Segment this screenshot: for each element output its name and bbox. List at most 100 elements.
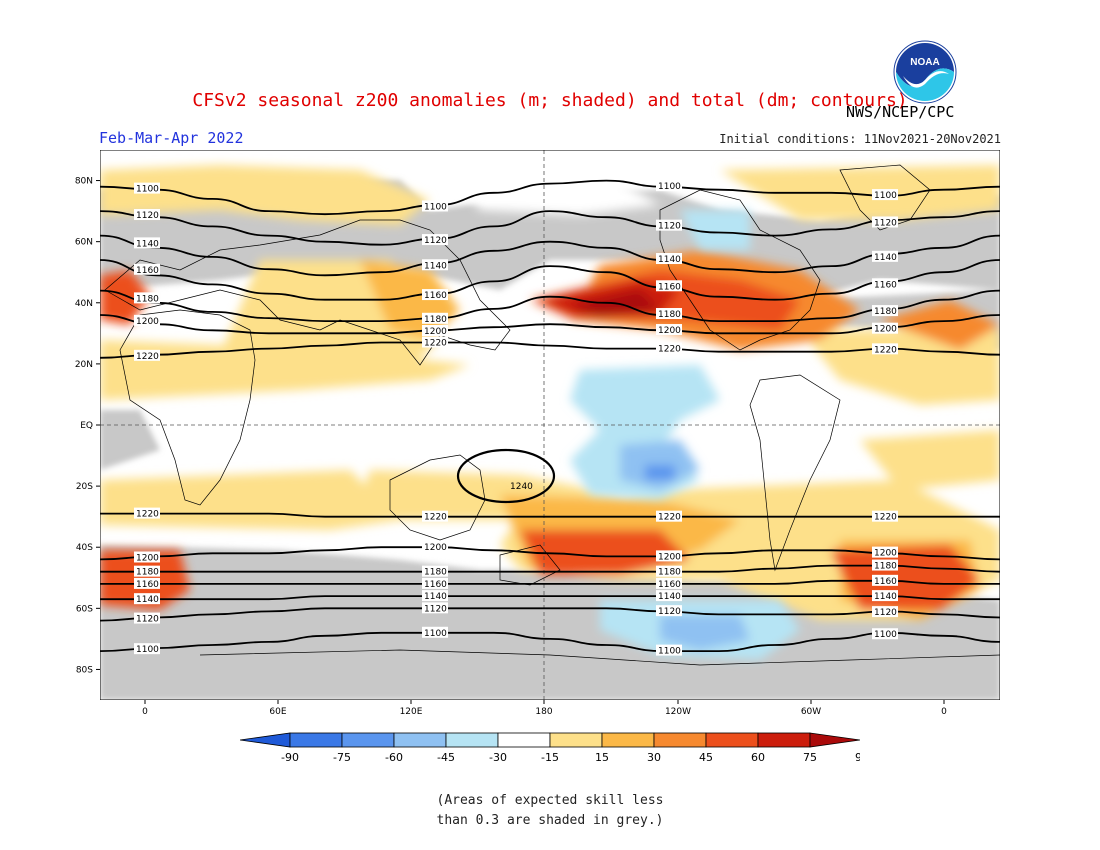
contour-label-bg [422,565,448,577]
contour-label-1140: 1140 [424,261,447,271]
contour-label-bg [872,216,898,228]
skill-note: (Areas of expected skill less than 0.3 a… [436,793,664,828]
colorbar-label: -75 [333,751,351,764]
lat-tick-label: 40N [75,299,93,309]
height-contours: 1100 1100 1100 1100 1120 1120 1120 1120 1140 1140… [100,179,1000,657]
contour-line-1200 [100,314,1000,335]
contour-label-1200: 1200 [136,317,159,327]
lat-tick-label: 60N [75,238,93,248]
contour-label-1160: 1160 [136,580,159,590]
contour-label-bg [656,324,682,336]
coastlines [104,164,1000,666]
colorbar-swatch [549,732,603,748]
contour-label-bg [134,507,160,519]
colorbar-swatch [705,732,759,748]
contour-label-1100: 1100 [136,645,159,655]
contour-label-1220: 1220 [424,513,447,523]
contour-label-bg [656,342,682,354]
contour-label-bg [422,510,448,522]
contour-label-1160: 1160 [658,580,681,590]
colorbar: -90 -75 -60 -45 -30 -15 15 30 45 60 75 90 [240,732,860,764]
contour-label-1220: 1220 [658,345,681,355]
contour-label-1160: 1160 [874,577,897,587]
contour-line-1220 [100,341,1000,359]
lon-tick-label: 60E [269,707,286,717]
contour-label-1120: 1120 [874,218,897,228]
lon-tick-label: 120W [665,707,691,717]
contour-label-bg [656,605,682,617]
colorbar-swatch [497,732,551,748]
contour-label-bg [134,237,160,249]
contour-label-bg [872,189,898,201]
contour-label-bg [422,602,448,614]
contour-label-1180: 1180 [136,294,159,304]
contour-label-1120: 1120 [424,236,447,246]
contour-label-1160: 1160 [658,282,681,292]
colorbar-swatch [240,732,291,748]
contour-label-bg [422,200,448,212]
closed-contour-label: 1240 [510,482,533,492]
contour-label-bg [422,312,448,324]
contour-label-1200: 1200 [874,325,897,335]
contour-label-1220: 1220 [424,339,447,349]
contour-label-bg [422,577,448,589]
contour-label-1120: 1120 [424,604,447,614]
colorbar-label: 15 [595,751,609,764]
contour-label-1180: 1180 [658,568,681,578]
contour-label-bg [872,628,898,640]
colorbar-swatch [289,732,343,748]
contour-label-1140: 1140 [658,255,681,265]
contour-label-1140: 1140 [874,253,897,263]
contour-label-1100: 1100 [874,191,897,201]
lat-tick-label: 20S [76,482,93,492]
contour-label-1140: 1140 [874,592,897,602]
noaa-logo-text: NOAA [910,57,939,68]
contour-label-bg [134,577,160,589]
contour-label-1160: 1160 [136,266,159,276]
contour-label-1160: 1160 [424,291,447,301]
contour-label-1120: 1120 [874,608,897,618]
lon-tick-label: 120E [400,707,423,717]
axis-ticks: 80N 60N 40N 20N EQ 20S 40S 60S 80S 0 60E 120E 180 120… [75,177,947,717]
contour-label-bg [134,349,160,361]
contour-label-bg [656,219,682,231]
contour-label-bg [872,546,898,558]
contour-label-1200: 1200 [136,553,159,563]
contour-label-bg [656,565,682,577]
contour-label-1200: 1200 [424,543,447,553]
contour-label-1100: 1100 [874,630,897,640]
contour-label-bg [872,343,898,355]
lat-tick-label: 40S [76,543,93,553]
contour-label-bg [422,234,448,246]
colorbar-label: -15 [541,751,559,764]
contour-label-bg [134,292,160,304]
contour-label-bg [134,565,160,577]
contour-label-1220: 1220 [874,513,897,523]
contour-line-1180 [100,289,1000,322]
contour-label-1220: 1220 [136,352,159,362]
contour-label-1140: 1140 [136,239,159,249]
contour-label-1120: 1120 [136,615,159,625]
contour-label-1120: 1120 [658,607,681,617]
contour-label-bg [422,590,448,602]
contour-label-1220: 1220 [658,513,681,523]
contour-label-bg [134,612,160,624]
contour-label-1100: 1100 [658,182,681,192]
contour-label-1100: 1100 [424,202,447,212]
contour-label-1160: 1160 [874,280,897,290]
contour-label-bg [656,253,682,265]
closed-contour-1240 [456,448,556,504]
contour-line-1100 [100,179,1000,216]
contour-label-bg [134,314,160,326]
colorbar-label: 45 [699,751,713,764]
contour-label-1220: 1220 [874,345,897,355]
contour-line-1160 [100,579,1000,585]
agency-label: NWS/NCEP/CPC [846,103,955,121]
contour-label-1160: 1160 [424,580,447,590]
contour-label-1200: 1200 [874,549,897,559]
contour-label-1140: 1140 [658,592,681,602]
contour-label-bg [134,551,160,563]
contour-line-1120 [100,607,1000,622]
anomaly-map: 1100 1100 1100 1100 1120 1120 1120 1120 1140 1140… [100,150,1000,700]
noaa-logo: NOAA [893,40,957,108]
